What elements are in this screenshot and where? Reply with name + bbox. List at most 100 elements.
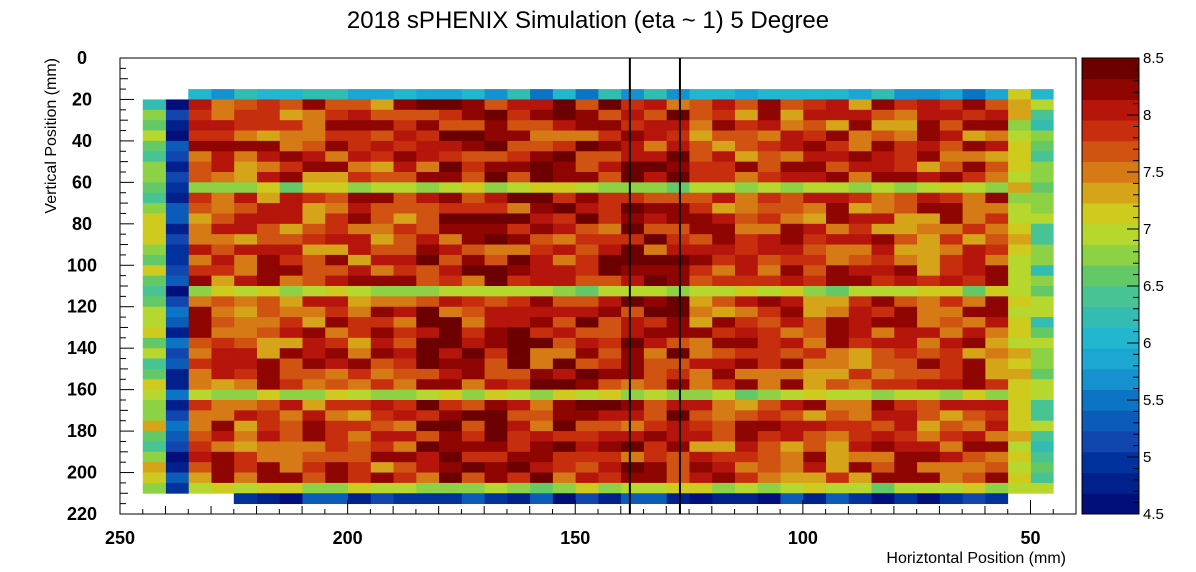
heatmap-cell bbox=[347, 462, 371, 473]
heatmap-cell bbox=[916, 379, 940, 391]
heatmap-cell bbox=[962, 296, 986, 308]
heatmap-cell bbox=[370, 172, 394, 183]
heatmap-cell bbox=[506, 151, 531, 163]
heatmap-cell bbox=[142, 120, 166, 131]
heatmap-cell bbox=[529, 389, 553, 401]
heatmap-cell bbox=[302, 244, 326, 256]
heatmap-cell bbox=[871, 89, 895, 100]
heatmap-cell bbox=[256, 482, 280, 494]
heatmap-cell bbox=[484, 244, 508, 256]
heatmap-cell bbox=[620, 109, 644, 121]
heatmap-cell bbox=[711, 420, 735, 432]
heatmap-cell bbox=[211, 182, 235, 194]
heatmap-cell bbox=[666, 89, 690, 100]
heatmap-cell bbox=[256, 161, 280, 173]
heatmap-cell bbox=[871, 451, 895, 463]
heatmap-cell bbox=[302, 462, 326, 473]
heatmap-cell bbox=[484, 482, 508, 494]
heatmap-cell bbox=[438, 441, 462, 453]
heatmap-cell bbox=[848, 130, 872, 142]
heatmap-cell bbox=[1007, 130, 1031, 142]
heatmap-cell bbox=[734, 203, 758, 214]
heatmap-cell bbox=[506, 410, 531, 422]
heatmap-cell bbox=[1030, 99, 1054, 111]
heatmap-cell bbox=[802, 420, 827, 432]
heatmap-cell bbox=[279, 337, 303, 349]
heatmap-cell bbox=[711, 348, 735, 359]
heatmap-cell bbox=[620, 213, 644, 225]
heatmap-cell bbox=[142, 130, 166, 142]
heatmap-cell bbox=[370, 213, 394, 225]
heatmap-cell bbox=[188, 451, 212, 463]
heatmap-cell bbox=[165, 451, 189, 463]
heatmap-cell bbox=[711, 441, 735, 453]
heatmap-cell bbox=[620, 151, 644, 163]
heatmap-cell bbox=[757, 203, 781, 214]
heatmap-cell bbox=[347, 120, 371, 131]
heatmap-cell bbox=[347, 441, 371, 453]
heatmap-cell bbox=[506, 172, 531, 183]
heatmap-cell bbox=[233, 306, 257, 318]
heatmap-cell bbox=[529, 182, 553, 194]
heatmap-cell bbox=[165, 244, 189, 256]
heatmap-cell bbox=[893, 337, 918, 349]
y-tick-label: 140 bbox=[67, 338, 97, 358]
heatmap-cell bbox=[302, 410, 326, 422]
heatmap-cell bbox=[643, 451, 667, 463]
heatmap-cell bbox=[643, 379, 667, 391]
heatmap-cell bbox=[165, 182, 189, 194]
heatmap-cell bbox=[620, 420, 644, 432]
heatmap-cell bbox=[1030, 410, 1054, 422]
heatmap-cell bbox=[984, 327, 1009, 339]
heatmap-cell bbox=[598, 348, 622, 359]
heatmap-cell bbox=[1007, 109, 1031, 121]
heatmap-cell bbox=[415, 306, 440, 318]
heatmap-cell bbox=[666, 327, 690, 339]
heatmap-cell bbox=[188, 348, 212, 359]
heatmap-cell bbox=[347, 99, 371, 111]
heatmap-cell bbox=[780, 254, 804, 266]
heatmap-cell bbox=[370, 306, 394, 318]
heatmap-cell bbox=[393, 472, 417, 484]
heatmap-cell bbox=[142, 161, 166, 173]
heatmap-cell bbox=[598, 462, 622, 473]
heatmap-cell bbox=[279, 368, 303, 380]
heatmap-cell bbox=[802, 99, 827, 111]
heatmap-cell bbox=[893, 89, 918, 100]
heatmap-cell bbox=[347, 482, 371, 494]
heatmap-cell bbox=[279, 89, 303, 100]
heatmap-cell bbox=[780, 358, 804, 370]
heatmap-cell bbox=[506, 482, 531, 494]
heatmap-cell bbox=[962, 358, 986, 370]
heatmap-cell bbox=[233, 223, 257, 235]
heatmap-cell bbox=[211, 327, 235, 339]
heatmap-cell bbox=[643, 286, 667, 297]
colorbar-tick-label: 6.5 bbox=[1143, 278, 1164, 295]
heatmap-cell bbox=[962, 89, 986, 100]
heatmap-cell bbox=[370, 472, 394, 484]
heatmap-cell bbox=[666, 296, 690, 308]
heatmap-cell bbox=[506, 337, 531, 349]
heatmap-cell bbox=[848, 89, 872, 100]
heatmap-cell bbox=[984, 89, 1009, 100]
heatmap-cell bbox=[1007, 451, 1031, 463]
heatmap-cell bbox=[871, 317, 895, 328]
heatmap-cell bbox=[211, 109, 235, 121]
heatmap-cell bbox=[438, 223, 462, 235]
heatmap-cell bbox=[598, 244, 622, 256]
heatmap-cell bbox=[962, 99, 986, 111]
heatmap-cell bbox=[984, 379, 1009, 391]
heatmap-cell bbox=[165, 306, 189, 318]
heatmap-cell bbox=[893, 379, 918, 391]
heatmap-cell bbox=[620, 451, 644, 463]
heatmap-cell bbox=[438, 172, 462, 183]
heatmap-cell bbox=[916, 296, 940, 308]
heatmap-cell bbox=[552, 89, 576, 100]
heatmap-cell bbox=[324, 130, 349, 142]
heatmap-cell bbox=[848, 275, 872, 287]
heatmap-cell bbox=[939, 192, 963, 204]
heatmap-cell bbox=[620, 286, 644, 297]
heatmap-cell bbox=[552, 389, 576, 401]
heatmap-cell bbox=[893, 286, 918, 297]
heatmap-cell bbox=[256, 275, 280, 287]
